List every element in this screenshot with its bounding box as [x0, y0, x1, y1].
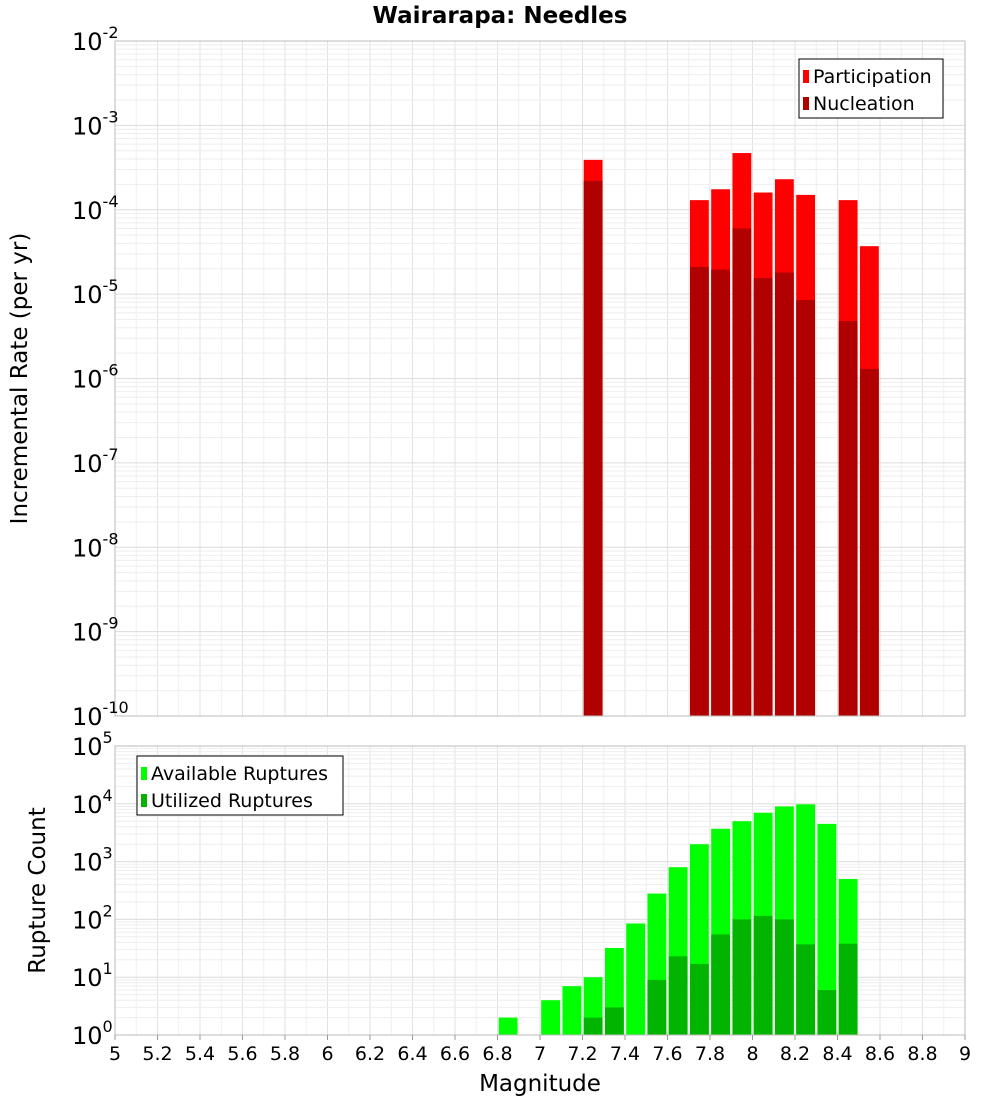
- bar-nucleation: [732, 228, 752, 716]
- y-tick-label: 101: [72, 959, 113, 992]
- y-axis-label: Incremental Rate (per yr): [7, 233, 33, 525]
- y-tick-label: 10-6: [72, 361, 119, 394]
- legend-label: Nucleation: [813, 93, 915, 115]
- x-tick-label: 5.8: [270, 1043, 300, 1065]
- bar-utilized-ruptures: [689, 963, 709, 1035]
- legend-label: Available Ruptures: [151, 763, 328, 785]
- bar-utilized-ruptures: [583, 1017, 603, 1035]
- bar-nucleation: [583, 180, 603, 716]
- bar-utilized-ruptures: [668, 956, 688, 1035]
- y-tick-label: 100: [72, 1017, 113, 1050]
- bar-utilized-ruptures: [753, 915, 773, 1035]
- y-tick-label: 10-7: [72, 445, 119, 478]
- x-tick-label: 7.6: [652, 1043, 682, 1065]
- bar-available-ruptures: [498, 1017, 518, 1035]
- bar-nucleation: [753, 278, 773, 716]
- bar-nucleation: [838, 321, 858, 716]
- bar-utilized-ruptures: [774, 919, 794, 1035]
- plot-frame: [114, 40, 966, 717]
- x-tick-label: 5.4: [185, 1043, 215, 1065]
- bar-available-ruptures: [626, 923, 646, 1035]
- bar-nucleation: [711, 269, 731, 716]
- bar-utilized-ruptures: [647, 979, 667, 1035]
- legend-box: [798, 58, 944, 119]
- bar-utilized-ruptures: [711, 934, 731, 1035]
- x-tick-label: 6.8: [482, 1043, 512, 1065]
- y-axis-label: Rupture Count: [25, 807, 51, 973]
- legend-swatch: [141, 794, 147, 807]
- bar-available-ruptures: [817, 823, 837, 1035]
- x-tick-label: 9: [959, 1043, 971, 1065]
- x-tick-label: 6.4: [397, 1043, 427, 1065]
- x-tick-label: 5.2: [142, 1043, 172, 1065]
- bar-available-ruptures: [562, 986, 582, 1035]
- bar-utilized-ruptures: [732, 919, 752, 1035]
- bar-available-ruptures: [541, 1000, 561, 1035]
- legend-swatch: [803, 70, 809, 83]
- x-tick-label: 6.6: [440, 1043, 470, 1065]
- y-tick-label: 10-5: [72, 276, 119, 309]
- x-tick-label: 8.2: [780, 1043, 810, 1065]
- bar-utilized-ruptures: [796, 944, 816, 1035]
- x-tick-label: 8.4: [822, 1043, 852, 1065]
- x-tick-label: 8: [746, 1043, 758, 1065]
- legend-box: [136, 755, 344, 816]
- y-tick-label: 10-8: [72, 529, 119, 562]
- legend-label: Utilized Ruptures: [151, 790, 313, 812]
- y-tick-label: 105: [72, 728, 113, 761]
- x-tick-label: 7.8: [695, 1043, 725, 1065]
- x-tick-label: 7.4: [610, 1043, 640, 1065]
- bar-utilized-ruptures: [604, 1007, 624, 1035]
- x-tick-label: 5: [109, 1043, 121, 1065]
- x-tick-label: 8.6: [865, 1043, 895, 1065]
- x-tick-label: 7.2: [567, 1043, 597, 1065]
- x-tick-label: 5.6: [227, 1043, 257, 1065]
- bar-utilized-ruptures: [838, 943, 858, 1035]
- y-tick-label: 10-9: [72, 614, 119, 647]
- y-tick-label: 10-4: [72, 192, 119, 225]
- y-tick-label: 10-3: [72, 107, 119, 140]
- bar-nucleation: [796, 300, 816, 716]
- legend: Participation Nucleation: [798, 58, 944, 119]
- x-axis-label: Magnitude: [479, 1071, 601, 1097]
- bar-nucleation: [689, 266, 709, 716]
- rupture-count-plot: 100 101 102 103 104 105 Rupture Count Available…: [25, 728, 966, 1050]
- rate-plot: 10-10 10-9 10-8 10-7 10-6 10-5 10-4 10-3 10-2 Inc…: [7, 23, 966, 731]
- y-tick-label: 102: [72, 901, 113, 934]
- x-tick-label: 7: [534, 1043, 546, 1065]
- x-tick-label: 6.2: [355, 1043, 385, 1065]
- y-tick-label: 103: [72, 844, 113, 877]
- y-tick-label: 10-2: [72, 23, 119, 56]
- legend-label: Participation: [813, 66, 932, 88]
- bar-nucleation: [859, 368, 879, 716]
- legend-swatch: [141, 767, 147, 780]
- bar-nucleation: [774, 272, 794, 716]
- x-tick-label: 8.8: [907, 1043, 937, 1065]
- bar-utilized-ruptures: [817, 990, 837, 1035]
- x-tick-label: 6: [321, 1043, 333, 1065]
- chart-title: Wairarapa: Needles: [373, 3, 628, 29]
- legend: Available Ruptures Utilized Ruptures: [136, 755, 344, 816]
- y-tick-label: 104: [72, 786, 113, 819]
- y-tick-label: 10-10: [72, 698, 129, 731]
- legend-swatch: [803, 97, 809, 110]
- x-axis: 5 5.2 5.4 5.6 5.8 6 6.2 6.4 6.6 6.8 7 7.2 7.4 7.6 7.8 8…: [109, 1035, 971, 1097]
